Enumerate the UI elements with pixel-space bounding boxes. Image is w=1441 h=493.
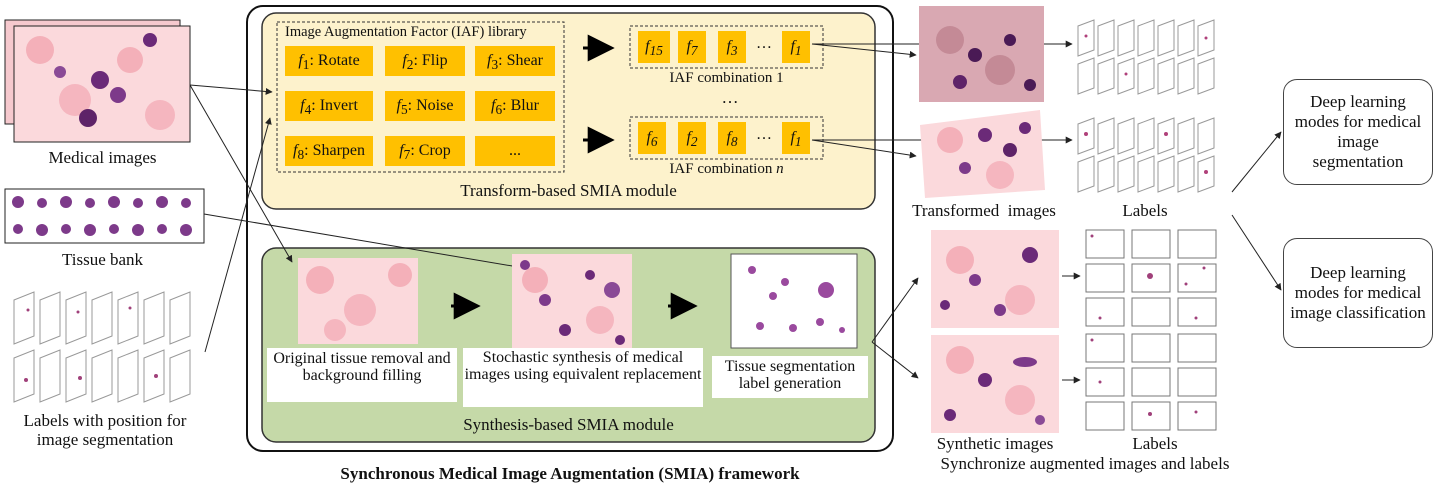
transformed-label-stacks bbox=[1077, 19, 1215, 193]
factor-rotate: f1: Rotate bbox=[285, 46, 373, 76]
labels-top-caption: Labels bbox=[1122, 201, 1168, 220]
labels-caption-line2: image segmentation bbox=[36, 430, 174, 449]
synthesis-module-label: Synthesis-based SMIA module bbox=[463, 415, 674, 434]
sync-caption: Synchronize augmented images and labels bbox=[940, 454, 1230, 473]
combo1-ellipsis: … bbox=[756, 35, 772, 52]
combo1-factor: f3 bbox=[718, 31, 746, 63]
medical-images-caption: Medical images bbox=[48, 148, 157, 167]
synthesis-step-1: Original tissue removal and background f… bbox=[267, 348, 457, 402]
framework-label: Synchronous Medical Image Augmentation (… bbox=[340, 464, 800, 483]
synthesis-step-3: Tissue segmentation label generation bbox=[712, 356, 868, 398]
comboN-ellipsis: … bbox=[756, 126, 772, 143]
synthesized-image bbox=[512, 254, 632, 348]
factor-shear: f3: Shear bbox=[475, 46, 555, 76]
synthesis-step-2: Stochastic synthesis of medical images u… bbox=[463, 348, 703, 407]
synthetic-label-grid bbox=[1085, 229, 1217, 431]
factor-noise: f5: Noise bbox=[385, 91, 465, 121]
synthetic-image-1 bbox=[931, 230, 1059, 328]
transformed-images-caption: Transformed images bbox=[912, 201, 1056, 220]
factor-sharpen: f8: Sharpen bbox=[285, 136, 373, 166]
combo1-factor: f1 bbox=[782, 31, 810, 63]
factor-more: ... bbox=[475, 136, 555, 166]
tissue-bank-caption: Tissue bank bbox=[61, 250, 144, 269]
iaf-library-frame bbox=[276, 21, 565, 173]
labels-bottom-caption: Labels bbox=[1132, 434, 1178, 453]
medical-images-stack bbox=[4, 19, 191, 143]
combo1-label: IAF combination 1 bbox=[669, 70, 784, 86]
factor-blur: f6: Blur bbox=[475, 91, 555, 121]
factor-crop: f7: Crop bbox=[385, 136, 465, 166]
comboN-label: IAF combination n bbox=[669, 161, 784, 177]
combo-ellipsis: … bbox=[721, 88, 739, 107]
transformed-image-1 bbox=[919, 6, 1044, 102]
tissue-bank-image bbox=[4, 188, 205, 244]
combo1-frame bbox=[629, 25, 824, 69]
transform-module-label: Transform-based SMIA module bbox=[460, 181, 677, 200]
synthetic-image-2 bbox=[931, 335, 1059, 433]
factor-invert: f4: Invert bbox=[285, 91, 373, 121]
factor-flip: f2: Flip bbox=[385, 46, 465, 76]
label-stacks-left bbox=[13, 291, 191, 403]
iaf-library-title: Image Augmentation Factor (IAF) library bbox=[285, 24, 527, 40]
comboN-factor: f8 bbox=[718, 122, 746, 154]
comboN-factor: f6 bbox=[638, 122, 666, 154]
framework-frame bbox=[246, 5, 894, 452]
combo1-factor: f15 bbox=[638, 31, 670, 63]
synthetic-images-caption: Synthetic images bbox=[936, 434, 1054, 453]
labels-caption-line1: Labels with position for bbox=[23, 411, 187, 430]
combo1-factor: f7 bbox=[678, 31, 706, 63]
classification-target-box: Deep learning modes for medical image cl… bbox=[1283, 238, 1433, 348]
comboN-factor: f2 bbox=[678, 122, 706, 154]
segmentation-target-box: Deep learning modes for medical image se… bbox=[1283, 79, 1433, 185]
comboN-frame bbox=[629, 116, 824, 160]
comboN-factor: f1 bbox=[782, 122, 810, 154]
background-filled-image bbox=[298, 258, 418, 344]
segmentation-label-image bbox=[730, 253, 858, 349]
transformed-image-2 bbox=[920, 110, 1045, 198]
